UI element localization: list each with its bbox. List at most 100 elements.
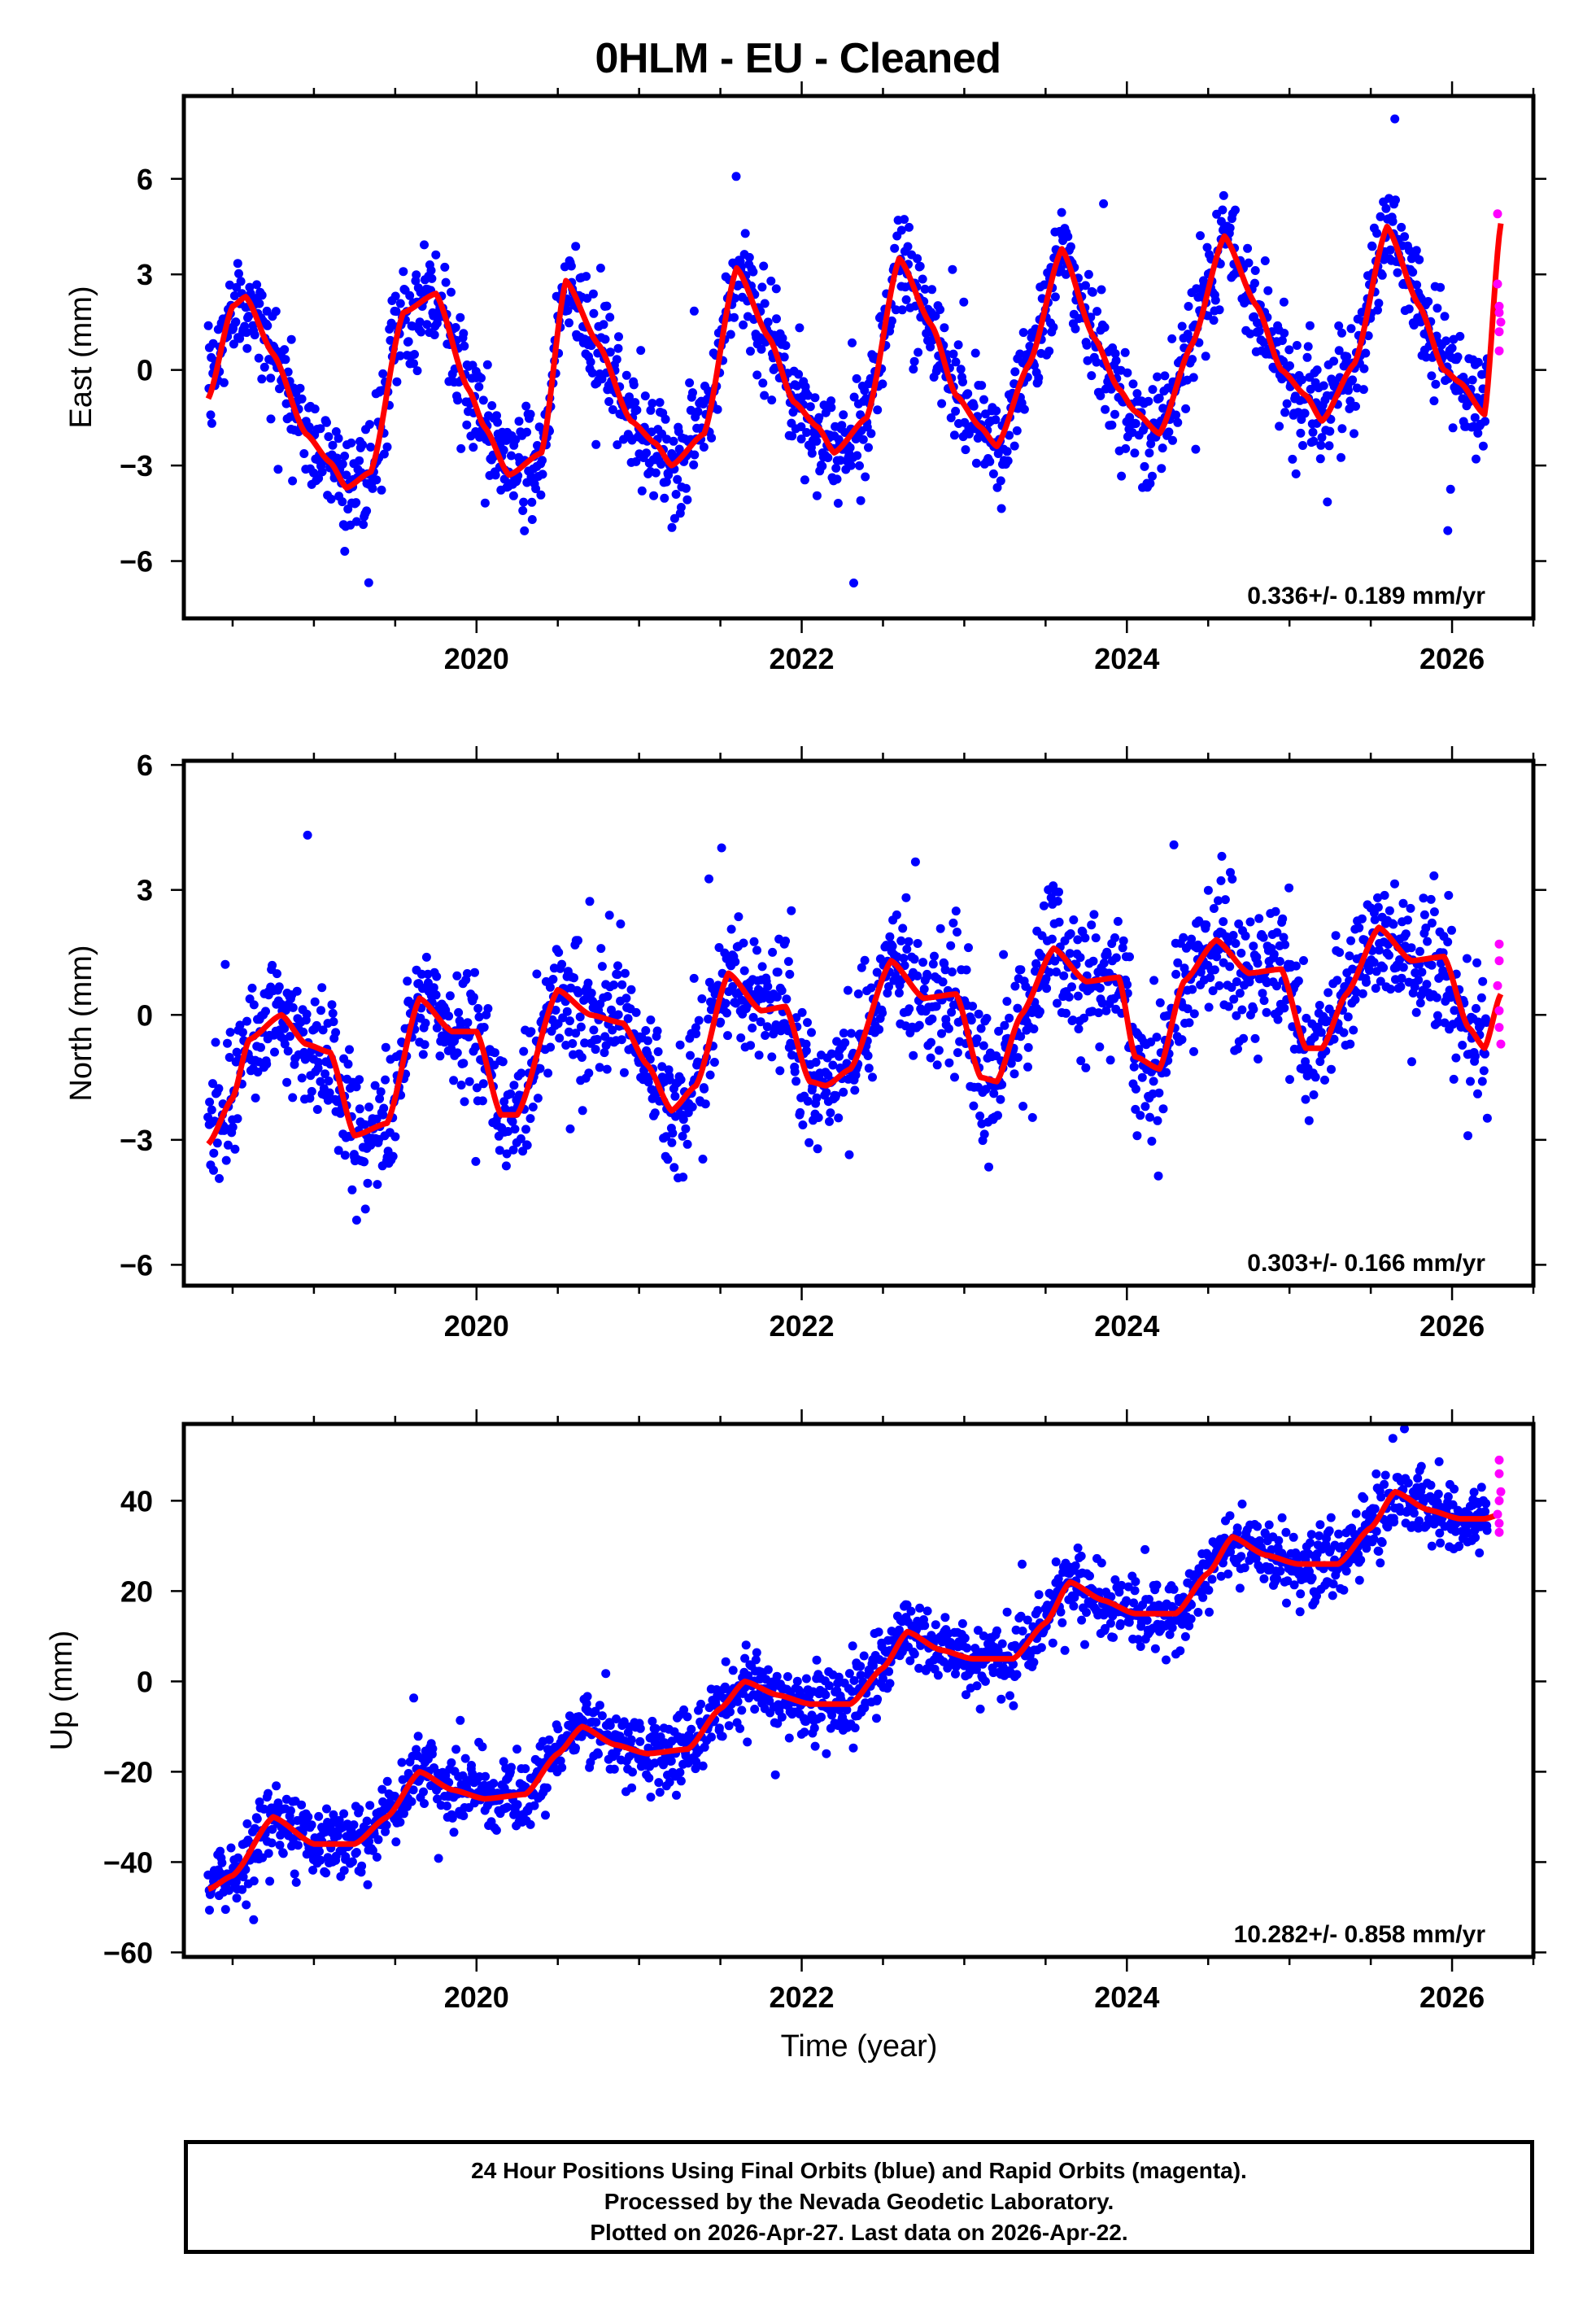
final-orbit-point	[557, 1762, 567, 1772]
final-orbit-point	[1002, 997, 1012, 1007]
final-orbit-point	[757, 962, 767, 972]
final-orbit-point	[1381, 203, 1391, 213]
final-orbit-point	[790, 1067, 800, 1077]
final-orbit-point	[381, 1042, 390, 1052]
final-orbit-point	[351, 517, 361, 526]
final-orbit-point	[1005, 1013, 1014, 1023]
final-orbit-point	[686, 405, 696, 415]
final-orbit-point	[381, 1075, 390, 1085]
final-orbit-point	[1478, 441, 1488, 451]
final-orbit-point	[1280, 1003, 1289, 1013]
final-orbit-point	[1177, 1035, 1187, 1045]
final-orbit-point	[519, 1046, 529, 1056]
final-orbit-point	[315, 1846, 324, 1856]
final-orbit-point	[858, 435, 868, 444]
final-orbit-point	[1278, 914, 1288, 924]
final-orbit-point	[447, 287, 456, 297]
final-orbit-point	[1107, 420, 1117, 430]
final-orbit-point	[1109, 1632, 1118, 1642]
final-orbit-point	[652, 1026, 662, 1036]
final-orbit-point	[255, 299, 264, 308]
final-orbit-point	[1406, 903, 1415, 913]
final-orbit-point	[415, 317, 425, 327]
final-orbit-point	[1447, 925, 1456, 935]
final-orbit-point	[628, 1767, 637, 1777]
final-orbit-point	[1035, 1007, 1044, 1016]
final-orbit-point	[856, 496, 866, 505]
final-orbit-point	[1180, 1631, 1190, 1641]
final-orbit-point	[681, 483, 691, 493]
final-orbit-point	[1080, 1640, 1089, 1649]
final-orbit-point	[421, 1018, 430, 1028]
final-orbit-point	[940, 1613, 950, 1622]
final-orbit-point	[1012, 1670, 1022, 1679]
final-orbit-point	[690, 450, 700, 460]
final-orbit-point	[675, 1767, 685, 1777]
final-orbit-point	[480, 498, 490, 508]
final-orbit-point	[935, 924, 945, 933]
final-orbit-point	[456, 443, 466, 453]
final-orbit-point	[654, 1778, 664, 1788]
final-orbit-point	[1193, 1608, 1203, 1617]
final-orbit-point	[428, 1744, 438, 1754]
final-orbit-point	[268, 960, 277, 970]
final-orbit-point	[355, 1075, 364, 1085]
final-orbit-point	[1084, 269, 1093, 279]
final-orbit-point	[307, 1820, 316, 1830]
final-orbit-point	[699, 443, 709, 452]
final-orbit-point	[441, 277, 451, 287]
final-orbit-point	[251, 1093, 260, 1103]
final-orbit-point	[1073, 935, 1083, 945]
final-orbit-point	[519, 497, 529, 507]
final-orbit-point	[901, 295, 911, 304]
final-orbit-point	[678, 1173, 688, 1182]
rapid-orbit-point	[1493, 279, 1502, 289]
final-orbit-point	[1123, 368, 1132, 378]
final-orbit-point	[321, 1069, 330, 1079]
final-orbit-point	[734, 912, 743, 922]
final-orbit-point	[1443, 937, 1453, 947]
final-orbit-point	[366, 443, 376, 452]
final-orbit-point	[1148, 471, 1157, 481]
final-orbit-point	[459, 1811, 469, 1820]
final-orbit-point	[491, 470, 500, 480]
final-orbit-point	[469, 993, 478, 1002]
final-orbit-point	[281, 355, 290, 365]
final-orbit-point	[429, 983, 438, 993]
final-orbit-point	[915, 1603, 925, 1613]
final-orbit-point	[644, 1773, 654, 1783]
final-orbit-point	[244, 312, 254, 321]
final-orbit-point	[635, 1723, 645, 1733]
final-orbit-point	[685, 378, 695, 387]
final-orbit-point	[892, 910, 901, 919]
final-orbit-point	[1153, 1116, 1162, 1125]
final-orbit-point	[585, 897, 595, 906]
final-orbit-point	[909, 1649, 919, 1659]
final-orbit-point	[1250, 1033, 1260, 1043]
final-orbit-point	[328, 440, 338, 450]
final-orbit-point	[866, 429, 876, 439]
final-orbit-point	[1096, 391, 1105, 400]
final-orbit-point	[787, 431, 797, 441]
final-orbit-point	[232, 1893, 242, 1903]
final-orbit-point	[826, 1108, 835, 1118]
final-orbit-point	[360, 1204, 370, 1214]
final-orbit-point	[571, 1743, 580, 1753]
final-orbit-point	[1005, 430, 1014, 440]
final-orbit-point	[489, 1779, 499, 1788]
final-orbit-point	[527, 515, 537, 524]
final-orbit-point	[887, 941, 897, 951]
final-orbit-point	[249, 1915, 259, 1924]
final-orbit-point	[906, 1606, 916, 1616]
final-orbit-point	[591, 1045, 600, 1055]
final-orbit-point	[280, 1024, 290, 1033]
final-orbit-point	[891, 305, 900, 315]
final-orbit-point	[340, 547, 350, 556]
final-orbit-point	[722, 1008, 731, 1018]
final-orbit-point	[913, 254, 922, 264]
final-orbit-point	[1152, 1580, 1162, 1590]
final-orbit-point	[739, 966, 749, 976]
final-orbit-point	[1473, 357, 1483, 367]
final-orbit-point	[242, 1016, 251, 1026]
final-orbit-point	[1334, 346, 1344, 356]
